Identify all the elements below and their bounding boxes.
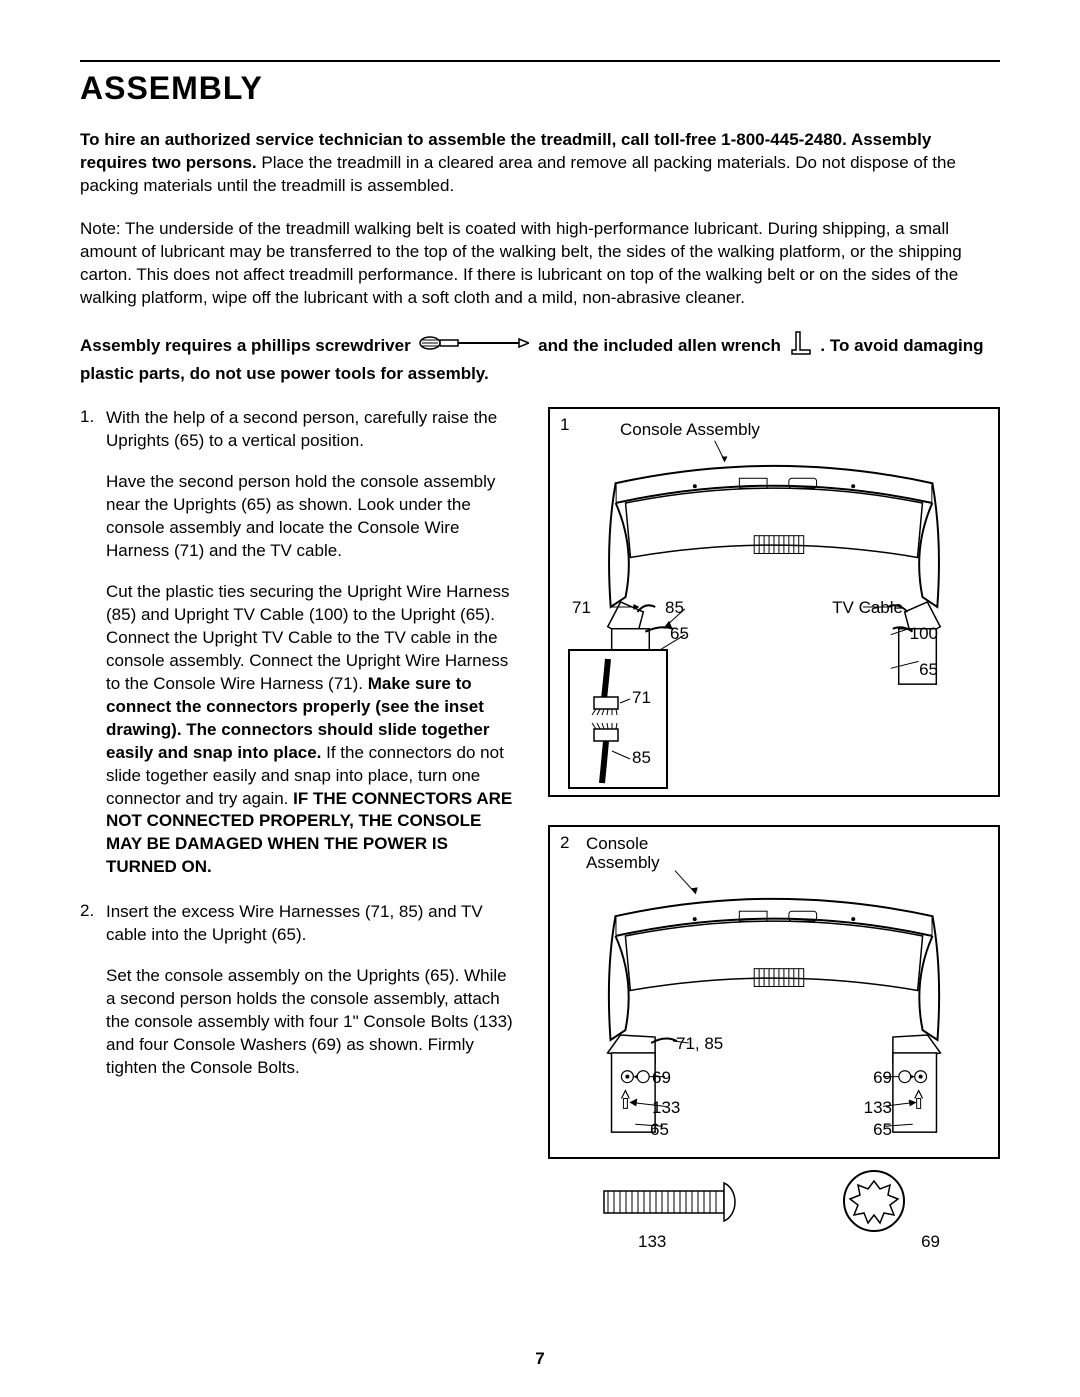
step-1-number: 1.: [80, 407, 106, 879]
rule-top: [80, 60, 1000, 62]
step-2-body: Insert the excess Wire Harnesses (71, 85…: [106, 901, 520, 1080]
figure-1-label-65r: 65: [919, 661, 938, 680]
manual-page: ASSEMBLY To hire an authorized service t…: [0, 0, 1080, 1397]
screwdriver-icon: [419, 334, 529, 359]
tools-paragraph: Assembly requires a phillips screwdriver…: [80, 330, 1000, 386]
page-number: 7: [0, 1349, 1080, 1369]
steps-column: 1. With the help of a second person, car…: [80, 407, 520, 1257]
step-1-body: With the help of a second person, carefu…: [106, 407, 520, 879]
intro-paragraph: To hire an authorized service technician…: [80, 129, 1000, 198]
figure-2-inset: 133 69: [548, 1157, 1000, 1257]
figure-2-inset-69: 69: [921, 1233, 940, 1252]
step-1-p3: Cut the plastic ties securing the Uprigh…: [106, 581, 520, 879]
connector-icon: [570, 651, 670, 791]
content-columns: 1. With the help of a second person, car…: [80, 407, 1000, 1257]
step-1: 1. With the help of a second person, car…: [80, 407, 520, 879]
figure-1-label-71: 71: [572, 599, 591, 618]
step-2: 2. Insert the excess Wire Harnesses (71,…: [80, 901, 520, 1080]
figure-1-label-tvcable: TV Cable: [832, 599, 903, 618]
figure-2: 2 Console Assembly: [548, 825, 1000, 1257]
figure-1-label-65: 65: [670, 625, 689, 644]
figure-2-label-69l: 69: [652, 1069, 671, 1088]
step-1-p1: With the help of a second person, carefu…: [106, 407, 520, 453]
step-2-p2: Set the console assembly on the Uprights…: [106, 965, 520, 1080]
figure-1-inset-85: 85: [632, 749, 651, 768]
note-paragraph: Note: The underside of the treadmill wal…: [80, 218, 1000, 310]
allen-wrench-icon: [790, 330, 812, 363]
figure-2-label-65r: 65: [873, 1121, 892, 1140]
step-2-p1: Insert the excess Wire Harnesses (71, 85…: [106, 901, 520, 947]
tools-text-a: Assembly requires a phillips screwdriver: [80, 336, 411, 355]
tools-text-b: and the included allen wrench: [538, 336, 781, 355]
step-1-p2: Have the second person hold the console …: [106, 471, 520, 563]
figure-2-label-133l: 133: [652, 1099, 680, 1118]
figure-1-inset: 71 85: [568, 649, 668, 789]
section-title: ASSEMBLY: [80, 70, 1000, 107]
figure-2-inset-133: 133: [638, 1233, 666, 1252]
figure-2-label-65l: 65: [650, 1121, 669, 1140]
step-2-number: 2.: [80, 901, 106, 1080]
figure-1-inset-71: 71: [632, 689, 651, 708]
figure-1: 1 Console Assembly: [548, 407, 1000, 797]
figures-column: 1 Console Assembly: [548, 407, 1000, 1257]
figure-2-label-7185: 71, 85: [676, 1035, 723, 1054]
figure-2-label-69r: 69: [873, 1069, 892, 1088]
figure-1-label-100: 100: [910, 625, 938, 644]
figure-2-label-133r: 133: [864, 1099, 892, 1118]
figure-1-label-85: 85: [665, 599, 684, 618]
